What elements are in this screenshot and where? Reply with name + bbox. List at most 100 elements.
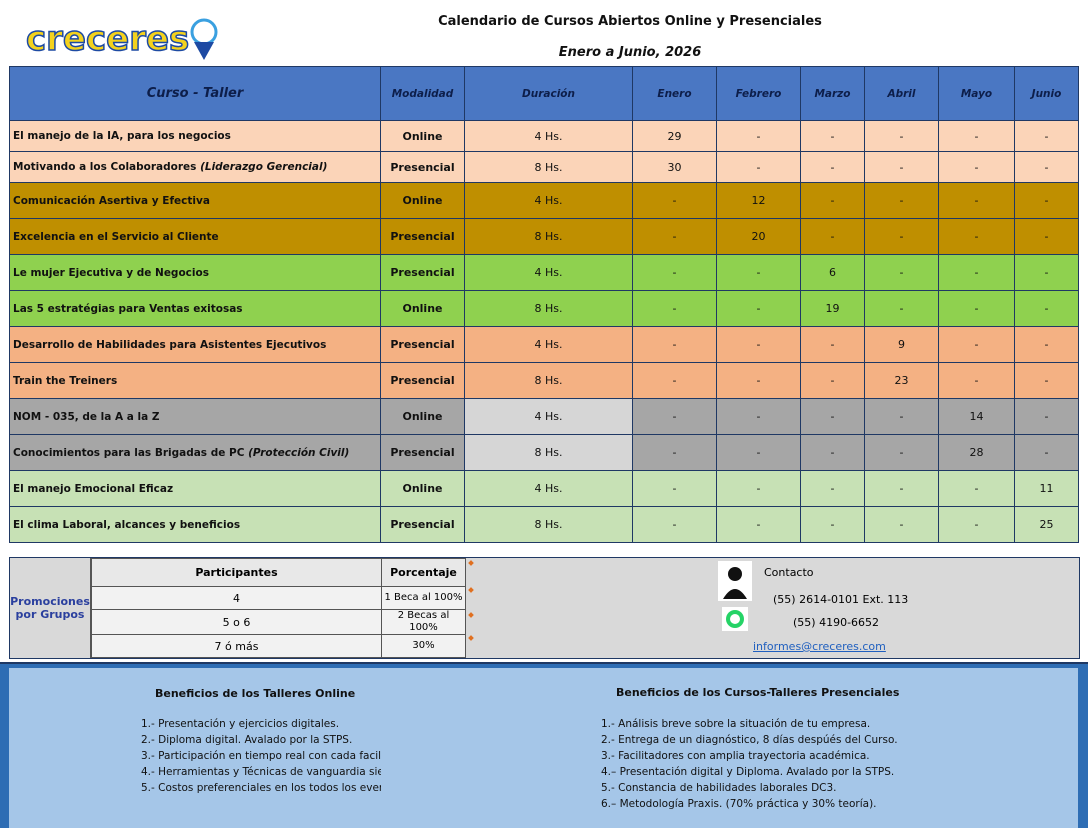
duration: 4 Hs.: [464, 254, 633, 291]
month-date: -: [800, 151, 865, 183]
course-cell: Conocimientos para las Brigadas de PC (P…: [9, 434, 381, 471]
course-name: Las 5 estratégias para Ventas exitosas: [13, 302, 243, 315]
month-date: -: [938, 326, 1015, 363]
month-date: -: [864, 290, 939, 327]
month-date: -: [800, 182, 865, 219]
course-cell: Las 5 estratégias para Ventas exitosas: [9, 290, 381, 327]
course-row: Conocimientos para las Brigadas de PC (P…: [9, 434, 1079, 471]
course-table: Curso - Taller Modalidad Duración Enero Febr…: [9, 66, 1079, 543]
month-date: 6: [800, 254, 865, 291]
month-date: -: [1014, 434, 1079, 471]
course-cell: Comunicación Asertiva y Efectiva: [9, 182, 381, 219]
month-date: -: [800, 362, 865, 399]
month-date: -: [864, 506, 939, 543]
table-body: El manejo de la IA, para los negocios Onl…: [9, 120, 1079, 543]
modality: Online: [380, 398, 465, 435]
month-date: -: [864, 434, 939, 471]
course-name: El manejo de la IA, para los negocios: [13, 130, 231, 142]
month-date: -: [1014, 218, 1079, 255]
duration: 8 Hs.: [464, 506, 633, 543]
modality: Presencial: [380, 362, 465, 399]
benefits-section: Beneficios de los Talleres Online 1.- Pr…: [0, 662, 1088, 828]
column-header: Duración: [464, 66, 633, 121]
month-date: -: [632, 254, 717, 291]
promo-cell: 30%: [381, 634, 466, 658]
modality: Presencial: [380, 151, 465, 183]
month-date: -: [716, 151, 801, 183]
month-date: -: [716, 326, 801, 363]
column-header: Junio: [1014, 66, 1079, 121]
month-date: -: [938, 506, 1015, 543]
month-date: -: [716, 506, 801, 543]
month-date: -: [864, 254, 939, 291]
column-header: Mayo: [938, 66, 1015, 121]
modality: Presencial: [380, 506, 465, 543]
duration: 8 Hs.: [464, 218, 633, 255]
benefit-item: 5.- Constancia de habilidades laborales …: [601, 782, 837, 794]
month-date: -: [938, 362, 1015, 399]
month-date: -: [632, 434, 717, 471]
contact-icons: [718, 561, 752, 631]
month-date: -: [716, 290, 801, 327]
contact-email[interactable]: informes@creceres.com: [753, 640, 886, 653]
benefit-item: 3.- Participación en tiempo real con cad…: [141, 750, 381, 762]
month-date: -: [864, 218, 939, 255]
month-date: -: [800, 470, 865, 507]
month-date: 23: [864, 362, 939, 399]
benefit-item: 2.- Diploma digital. Avalado por la STPS…: [141, 734, 353, 746]
month-date: -: [938, 290, 1015, 327]
month-date: 25: [1014, 506, 1079, 543]
month-date: 11: [1014, 470, 1079, 507]
month-date: 9: [864, 326, 939, 363]
month-date: 28: [938, 434, 1015, 471]
column-header: Febrero: [716, 66, 801, 121]
month-date: -: [1014, 254, 1079, 291]
course-row: El manejo Emocional Eficaz Online 4 Hs. - - -…: [9, 470, 1079, 507]
promo-cell: 5 o 6: [91, 609, 382, 635]
contact-phone: (55) 2614-0101 Ext. 113: [773, 593, 909, 606]
course-row: Desarrollo de Habilidades para Asistente…: [9, 326, 1079, 363]
course-cell: NOM - 035, de la A a la Z: [9, 398, 381, 435]
duration: 4 Hs.: [464, 470, 633, 507]
course-row: El manejo de la IA, para los negocios Onl…: [9, 120, 1079, 152]
month-date: -: [800, 326, 865, 363]
duration: 8 Hs.: [464, 290, 633, 327]
month-date: -: [632, 218, 717, 255]
course-row: Comunicación Asertiva y Efectiva Online 4 …: [9, 182, 1079, 219]
promo-header: Participantes Porcentaje: [91, 558, 466, 587]
modality: Online: [380, 290, 465, 327]
benefit-item: 1.- Presentación y ejercicios digitales.: [141, 718, 340, 730]
contact-title: Contacto: [764, 566, 814, 579]
month-date: -: [1014, 398, 1079, 435]
month-date: -: [632, 290, 717, 327]
duration: 4 Hs.: [464, 398, 633, 435]
course-row: El clima Laboral, alcances y beneficios P…: [9, 506, 1079, 543]
month-date: -: [716, 434, 801, 471]
duration: 8 Hs.: [464, 362, 633, 399]
modality: Online: [380, 120, 465, 152]
benefits-panel: Beneficios de los Talleres Online 1.- Pr…: [9, 668, 1078, 828]
promo-cell: 4: [91, 586, 382, 610]
promo-table: Participantes Porcentaje 4 1 Beca al 100% 5 …: [91, 558, 466, 658]
month-date: -: [800, 398, 865, 435]
column-header: Enero: [632, 66, 717, 121]
modality: Presencial: [380, 434, 465, 471]
course-row: Motivando a los Colaboradores (Liderazgo…: [9, 151, 1079, 183]
month-date: -: [1014, 182, 1079, 219]
course-cell: Le mujer Ejecutiva y de Negocios: [9, 254, 381, 291]
benefits-list: 1.- Presentación y ejercicios digitales.…: [141, 716, 381, 796]
month-date: -: [938, 151, 1015, 183]
column-header: Curso - Taller: [9, 66, 381, 121]
benefits-heading: Beneficios de los Cursos-Talleres Presen…: [616, 686, 900, 699]
month-date: -: [1014, 120, 1079, 152]
title: Calendario de Cursos Abiertos Online y P…: [438, 14, 822, 29]
month-date: -: [938, 218, 1015, 255]
course-cell: Excelencia en el Servicio al Cliente: [9, 218, 381, 255]
column-header: Modalidad: [380, 66, 465, 121]
course-row: NOM - 035, de la A a la Z Online 4 Hs. - - - -…: [9, 398, 1079, 435]
month-date: -: [1014, 151, 1079, 183]
course-cell: Motivando a los Colaboradores (Liderazgo…: [9, 151, 381, 183]
course-note: (Liderazgo Gerencial): [200, 161, 328, 173]
